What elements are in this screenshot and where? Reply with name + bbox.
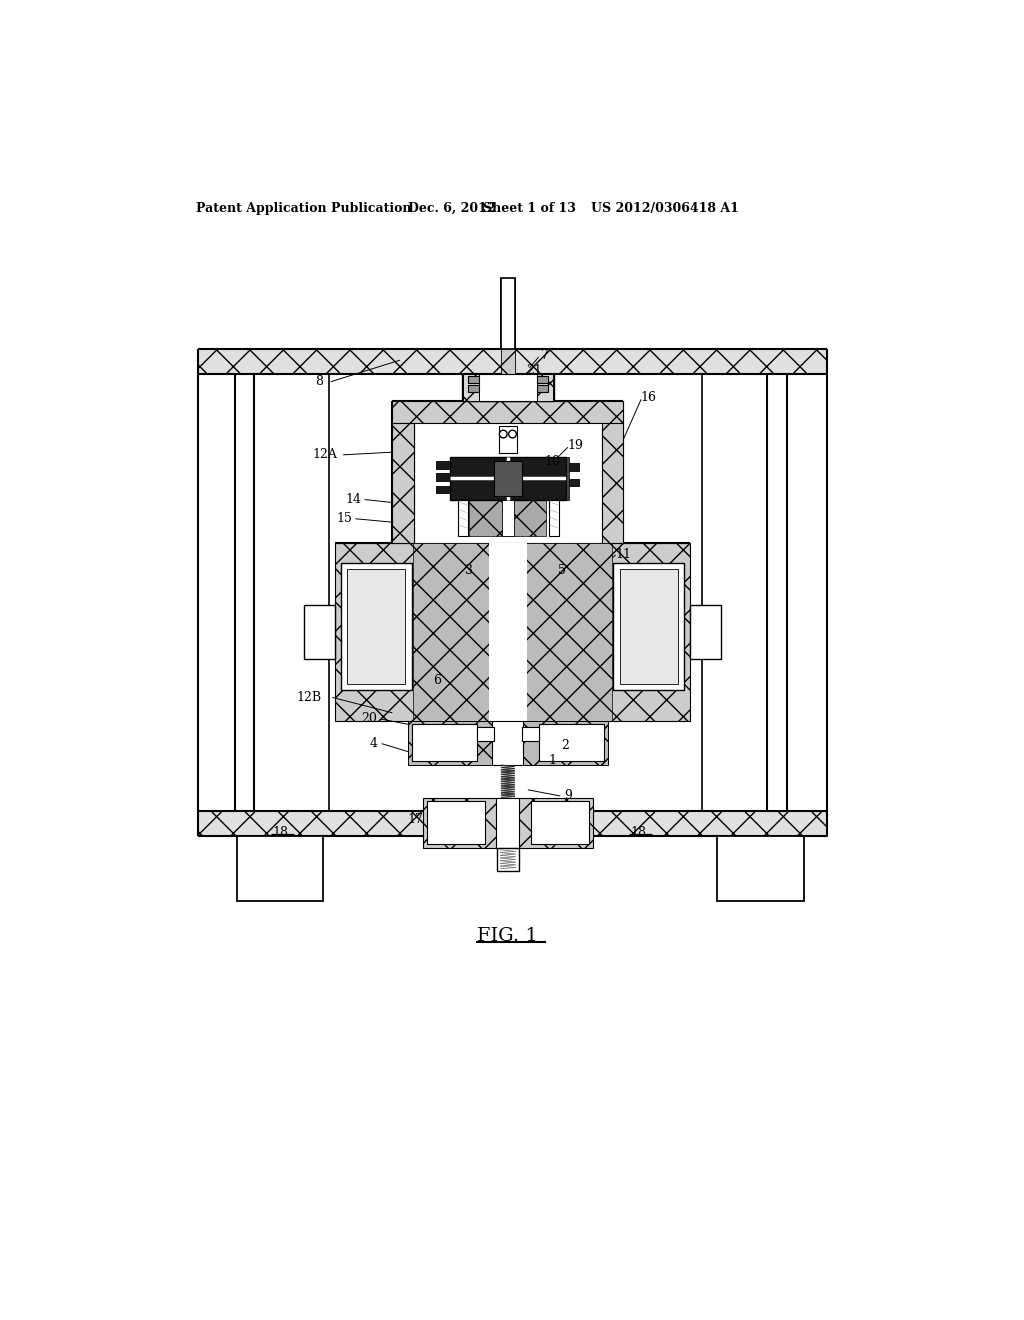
Bar	[436, 486, 451, 494]
Bar	[602, 422, 624, 544]
Text: 2: 2	[562, 739, 569, 751]
Text: 20: 20	[361, 713, 377, 726]
Text: 8: 8	[315, 375, 324, 388]
Circle shape	[500, 430, 507, 438]
Bar	[501, 350, 515, 374]
Bar	[497, 847, 518, 871]
Bar	[335, 544, 690, 721]
Bar	[412, 725, 477, 762]
Bar	[237, 836, 323, 902]
Bar	[717, 836, 804, 902]
Bar	[501, 277, 515, 350]
Bar	[565, 463, 580, 471]
Bar	[539, 725, 604, 762]
Bar	[414, 422, 602, 544]
Bar	[347, 569, 406, 684]
Bar	[423, 797, 593, 847]
Bar	[565, 479, 580, 487]
Bar	[304, 605, 335, 659]
Bar	[427, 801, 484, 843]
Bar	[488, 544, 527, 721]
Bar	[469, 499, 547, 536]
Bar	[521, 726, 539, 741]
Bar	[531, 801, 589, 843]
Bar	[493, 721, 523, 766]
Bar	[468, 385, 478, 392]
Bar	[462, 374, 554, 401]
Bar	[413, 544, 611, 721]
Bar	[565, 457, 569, 499]
Bar	[477, 726, 494, 741]
Text: FIG. 1: FIG. 1	[477, 927, 539, 945]
Bar	[451, 457, 565, 499]
Text: 9: 9	[564, 789, 571, 803]
Bar	[494, 461, 521, 495]
Bar	[199, 350, 827, 374]
Text: Patent Application Publication: Patent Application Publication	[196, 202, 412, 215]
Bar	[538, 385, 548, 392]
Text: 6: 6	[433, 675, 441, 686]
Bar	[538, 374, 553, 401]
Bar	[538, 376, 548, 383]
Text: 1: 1	[549, 754, 556, 767]
Text: 18: 18	[272, 825, 289, 838]
Text: 12A: 12A	[312, 449, 337, 462]
Text: 17: 17	[408, 813, 423, 825]
Text: 3: 3	[465, 564, 473, 577]
Bar	[690, 605, 721, 659]
Text: 5: 5	[558, 564, 565, 577]
Bar	[408, 721, 608, 766]
Text: 19: 19	[567, 440, 584, 453]
Text: 15: 15	[337, 512, 352, 525]
Text: Dec. 6, 2012: Dec. 6, 2012	[408, 202, 496, 215]
Text: US 2012/0306418 A1: US 2012/0306418 A1	[591, 202, 739, 215]
Text: 12B: 12B	[297, 690, 322, 704]
Text: Sheet 1 of 13: Sheet 1 of 13	[483, 202, 577, 215]
Text: 10: 10	[545, 454, 560, 467]
Bar	[497, 797, 519, 847]
Text: 16: 16	[640, 391, 656, 404]
Bar	[436, 474, 451, 480]
Text: 7: 7	[541, 348, 549, 362]
Text: 21: 21	[526, 364, 542, 378]
Bar	[468, 376, 478, 383]
Bar	[473, 374, 543, 401]
Text: 11: 11	[615, 548, 632, 561]
Text: 18: 18	[631, 825, 647, 838]
Bar	[392, 401, 624, 422]
Bar	[499, 426, 517, 453]
Bar	[436, 461, 451, 469]
Circle shape	[509, 430, 516, 438]
Bar	[463, 374, 478, 401]
Text: 14: 14	[346, 492, 361, 506]
Bar	[392, 422, 414, 544]
Bar	[458, 499, 468, 536]
Bar	[613, 562, 684, 689]
Bar	[341, 562, 412, 689]
Bar	[502, 499, 514, 536]
Bar	[620, 569, 678, 684]
Bar	[199, 812, 827, 836]
Bar	[549, 499, 559, 536]
Text: 4: 4	[370, 737, 378, 750]
